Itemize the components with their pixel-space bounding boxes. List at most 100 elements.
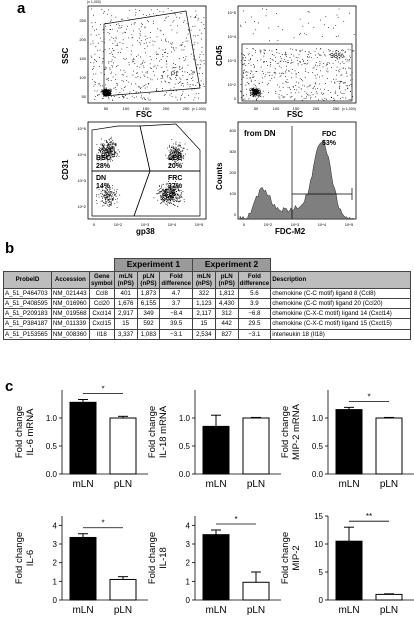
event-dot	[198, 97, 199, 99]
event-dot	[108, 201, 110, 202]
event-dot	[251, 55, 253, 57]
event-dot	[160, 30, 162, 32]
event-dot	[183, 85, 184, 87]
event-dot	[197, 35, 199, 36]
event-dot	[243, 72, 244, 73]
event-dot	[109, 33, 110, 35]
event-dot	[168, 150, 170, 152]
event-dot	[279, 97, 281, 99]
gate-frc	[133, 170, 201, 217]
event-dot	[252, 90, 254, 91]
event-dot	[262, 77, 263, 79]
event-dot	[128, 64, 130, 66]
event-dot	[106, 192, 108, 194]
event-dot	[114, 150, 115, 152]
event-dot	[339, 68, 341, 70]
event-dot	[165, 195, 167, 197]
event-dot	[102, 190, 103, 191]
event-dot	[162, 49, 164, 51]
bar	[202, 425, 230, 475]
cell: A_51_P153565	[3, 328, 52, 340]
event-dot	[255, 89, 257, 91]
event-dot	[108, 191, 110, 192]
event-dot	[157, 65, 159, 67]
event-dot	[269, 49, 270, 51]
event-dot	[173, 90, 174, 91]
cell: 1,812	[214, 288, 239, 300]
event-dot	[150, 67, 151, 69]
event-dot	[113, 96, 115, 97]
event-dot	[291, 77, 292, 79]
event-dot	[179, 81, 181, 83]
event-dot	[176, 162, 177, 164]
event-dot	[253, 84, 255, 86]
event-dot	[344, 82, 346, 83]
event-dot	[161, 192, 163, 194]
event-dot	[115, 36, 117, 38]
event-dot	[105, 89, 107, 90]
event-dot	[162, 188, 164, 190]
event-dot	[137, 40, 138, 42]
event-dot	[107, 94, 108, 95]
event-dot	[317, 53, 319, 55]
event-dot	[101, 41, 103, 42]
event-dot	[298, 54, 300, 56]
event-dot	[107, 159, 109, 161]
event-dot	[285, 72, 287, 74]
event-dot	[250, 70, 252, 72]
event-dot	[105, 193, 107, 194]
event-dot	[199, 67, 201, 69]
event-dot	[152, 40, 154, 42]
event-dot	[170, 187, 172, 189]
event-dot	[244, 55, 245, 56]
event-dot	[177, 154, 179, 155]
event-dot	[110, 93, 112, 95]
event-dot	[111, 198, 113, 200]
event-dot	[144, 61, 146, 63]
event-dot	[341, 49, 343, 51]
event-dot	[269, 75, 270, 76]
scatter-dots	[240, 8, 355, 101]
event-dot	[110, 160, 111, 162]
event-dot	[174, 148, 176, 150]
event-dot	[260, 59, 262, 61]
event-dot	[285, 61, 287, 62]
event-dot	[280, 67, 282, 69]
event-dot	[310, 98, 311, 100]
event-dot	[115, 153, 117, 155]
event-dot	[199, 68, 201, 70]
event-dot	[176, 99, 178, 101]
x-tick-label: pLN	[114, 479, 132, 490]
event-dot	[107, 144, 108, 146]
event-dot	[106, 196, 108, 198]
event-dot	[183, 155, 185, 157]
event-dot	[304, 91, 306, 93]
event-dot	[172, 185, 173, 187]
event-dot	[240, 91, 242, 93]
event-dot	[106, 145, 108, 147]
event-dot	[248, 54, 250, 56]
event-dot	[182, 157, 184, 159]
event-dot	[109, 139, 110, 141]
event-dot	[110, 136, 112, 138]
event-dot	[261, 71, 263, 72]
event-dot	[168, 201, 169, 203]
event-dot	[266, 9, 268, 10]
event-dot	[176, 158, 178, 160]
event-dot	[101, 62, 103, 64]
event-dot	[179, 153, 180, 155]
panel-label-a: a	[17, 0, 26, 17]
event-dot	[110, 144, 112, 145]
y-axis-label: Fold change	[280, 532, 291, 584]
event-dot	[172, 188, 174, 190]
y-tick-label: 1	[186, 577, 191, 586]
panel-label-c: c	[5, 378, 14, 395]
event-dot	[145, 39, 146, 41]
event-dot	[109, 152, 111, 154]
event-dot	[169, 88, 171, 90]
event-dot	[178, 151, 179, 153]
event-dot	[184, 71, 186, 73]
event-dot	[103, 150, 105, 152]
event-dot	[167, 53, 169, 54]
y-tick: 10^5	[77, 126, 86, 131]
